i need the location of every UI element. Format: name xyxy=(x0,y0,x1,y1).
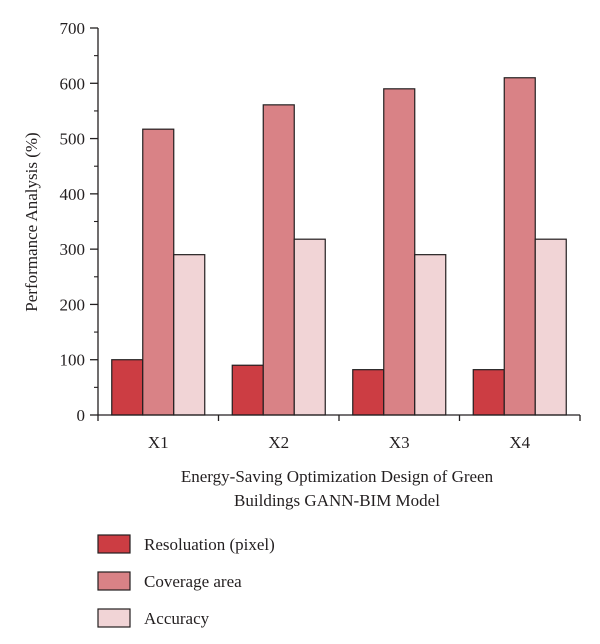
legend-swatch-2 xyxy=(97,571,131,591)
y-tick-label: 0 xyxy=(77,406,86,425)
bar-1-x3 xyxy=(352,369,385,416)
legend-label-2: Coverage area xyxy=(144,572,242,591)
bar-3-x3 xyxy=(414,254,447,416)
bar-3-x1 xyxy=(173,254,206,416)
x-axis-title-line-1: Energy-Saving Optimization Design of Gre… xyxy=(181,467,494,486)
y-tick-label: 500 xyxy=(60,130,86,149)
bar-2-x4 xyxy=(503,77,536,416)
bar-1-x2 xyxy=(231,364,264,416)
y-tick-label: 600 xyxy=(60,74,86,93)
x-tick-label-x1: X1 xyxy=(148,433,169,452)
x-tick-label-x3: X3 xyxy=(389,433,410,452)
bar-1-x1 xyxy=(111,359,144,416)
y-tick-label: 700 xyxy=(60,19,86,38)
legend-label-1: Resoluation (pixel) xyxy=(144,535,275,554)
x-axis-title-line-2: Buildings GANN-BIM Model xyxy=(234,491,440,510)
x-axis: X1 X2 X3 X4 xyxy=(97,414,581,452)
x-tick-label-x2: X2 xyxy=(268,433,289,452)
bar-2-x2 xyxy=(262,104,295,416)
bar-3-x2 xyxy=(293,238,326,416)
legend: Resoluation (pixel) Coverage area Accuracy xyxy=(97,534,275,628)
y-tick-label: 400 xyxy=(60,185,86,204)
y-axis: 0 100 200 300 400 500 600 700 xyxy=(60,19,99,425)
legend-label-3: Accuracy xyxy=(144,609,210,628)
legend-swatch-3 xyxy=(97,608,131,628)
y-tick-label: 300 xyxy=(60,240,86,259)
y-tick-label: 100 xyxy=(60,351,86,370)
y-tick-label: 200 xyxy=(60,295,86,314)
bar-2-x3 xyxy=(383,88,416,416)
x-tick-label-x4: X4 xyxy=(509,433,530,452)
y-axis-title: Performance Analysis (%) xyxy=(22,132,41,311)
plot-area xyxy=(111,77,567,416)
bar-3-x4 xyxy=(534,238,567,416)
legend-swatch-1 xyxy=(97,534,131,554)
bar-2-x1 xyxy=(142,128,175,416)
bar-1-x4 xyxy=(472,369,505,416)
